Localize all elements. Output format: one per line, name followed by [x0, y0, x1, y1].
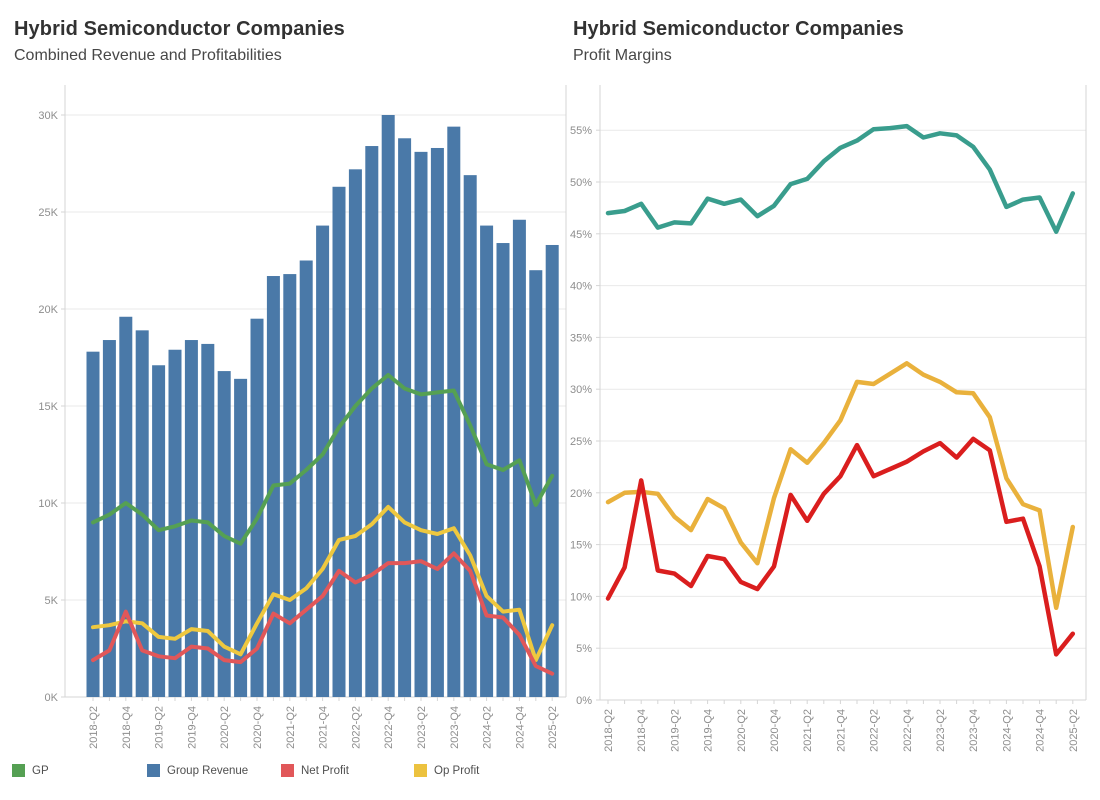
legend-swatch	[281, 764, 294, 777]
bar-group-revenue[interactable]	[414, 151, 428, 698]
bar-group-revenue[interactable]	[250, 318, 264, 697]
legend-item-net-profit[interactable]: Net Profit	[281, 764, 349, 777]
y-tick-label: 5K	[45, 595, 59, 607]
legend-label: GP	[32, 764, 49, 777]
right-chart-header: Hybrid Semiconductor Companies Profit Ma…	[573, 16, 904, 65]
y-tick-label: 40%	[570, 281, 592, 293]
y-tick-label: 25K	[38, 207, 58, 219]
x-tick-label: 2019-Q2	[669, 709, 681, 752]
legend-swatch	[147, 764, 160, 777]
y-tick-label: 10K	[38, 498, 58, 510]
x-tick-label: 2024-Q2	[482, 706, 494, 749]
bar-group-revenue[interactable]	[299, 260, 313, 698]
left-chart-title: Hybrid Semiconductor Companies	[14, 18, 345, 40]
x-tick-label: 2022-Q2	[350, 706, 362, 749]
y-tick-label: 55%	[570, 125, 592, 137]
y-tick-label: 35%	[570, 332, 592, 344]
x-tick-label: 2018-Q2	[88, 706, 100, 749]
bar-group-revenue[interactable]	[234, 378, 248, 697]
bar-group-revenue[interactable]	[398, 138, 412, 697]
bar-group-revenue[interactable]	[365, 146, 379, 698]
x-tick-label: 2021-Q2	[802, 709, 814, 752]
x-tick-label: 2024-Q4	[514, 706, 526, 749]
bar-group-revenue[interactable]	[545, 244, 559, 698]
x-tick-label: 2022-Q4	[383, 706, 395, 749]
x-tick-label: 2022-Q2	[869, 709, 881, 752]
y-tick-label: 20K	[38, 304, 58, 316]
bar-group-revenue[interactable]	[529, 270, 543, 697]
x-tick-label: 2023-Q2	[416, 706, 428, 749]
bar-group-revenue[interactable]	[119, 316, 133, 697]
x-tick-label: 2022-Q4	[902, 709, 914, 752]
bars-group-revenue[interactable]	[86, 115, 559, 698]
right-chart-plot[interactable]: 0% 5% 10% 15% 20% 25% 30% 35% 40% 45% 50% 55% 2018-Q…	[570, 85, 1087, 752]
legend-item-op-profit[interactable]: Op Profit	[414, 764, 479, 777]
x-tick-label: 2023-Q4	[968, 709, 980, 752]
y-tick-label: 15K	[38, 401, 58, 413]
y-tick-label: 30%	[570, 384, 592, 396]
x-tick-label: 2020-Q2	[736, 709, 748, 752]
chart-legend: GP Group Revenue Net Profit Op Profit	[0, 764, 700, 788]
bar-group-revenue[interactable]	[316, 225, 330, 697]
y-tick-label: 0K	[45, 692, 59, 704]
x-tick-label: 2019-Q4	[703, 709, 715, 752]
line-gp-margin[interactable]	[605, 123, 1076, 234]
bar-group-revenue[interactable]	[430, 147, 444, 698]
x-tick-label: 2023-Q4	[449, 706, 461, 749]
y-tick-label: 20%	[570, 488, 592, 500]
bar-group-revenue[interactable]	[447, 126, 461, 697]
x-tick-label: 2018-Q2	[603, 709, 615, 752]
x-tick-label: 2024-Q4	[1035, 709, 1047, 752]
legend-item-group-revenue[interactable]: Group Revenue	[147, 764, 248, 777]
x-tick-label: 2021-Q4	[318, 706, 330, 749]
legend-label: Group Revenue	[167, 764, 249, 777]
x-tick-label: 2024-Q2	[1001, 709, 1013, 752]
y-tick-label: 10%	[570, 591, 592, 603]
left-chart-subtitle: Combined Revenue and Profitabilities	[14, 47, 282, 64]
x-tick-label: 2025-Q2	[1068, 709, 1080, 752]
x-tick-label: 2019-Q4	[186, 706, 198, 749]
x-tick-label: 2020-Q4	[769, 709, 781, 752]
left-chart-header: Hybrid Semiconductor Companies Combined …	[14, 16, 345, 65]
y-tick-label: 45%	[570, 229, 592, 241]
line-net-profit[interactable]	[91, 551, 555, 676]
y-tick-label: 15%	[570, 540, 592, 552]
y-tick-label: 5%	[576, 643, 592, 655]
x-tick-label: 2019-Q2	[154, 706, 166, 749]
y-tick-label: 0%	[576, 695, 592, 707]
legend-swatch	[414, 764, 427, 777]
bar-group-revenue[interactable]	[332, 186, 346, 697]
x-tick-label: 2018-Q4	[121, 706, 133, 749]
line-op-profit-margin[interactable]	[605, 361, 1076, 611]
x-tick-label: 2025-Q2	[547, 706, 559, 749]
x-tick-label: 2020-Q2	[219, 706, 231, 749]
y-tick-label: 25%	[570, 436, 592, 448]
x-tick-label: 2021-Q4	[835, 709, 847, 752]
bar-group-revenue[interactable]	[168, 349, 182, 697]
x-tick-label: 2023-Q2	[935, 709, 947, 752]
left-chart-plot[interactable]: 0K 5K 10K 15K 20K 25K 30K 2018-Q2 2018-Q4 2019-Q2…	[38, 85, 567, 749]
x-tick-label: 2020-Q4	[252, 706, 264, 749]
bar-group-revenue[interactable]	[348, 169, 362, 697]
legend-label: Op Profit	[434, 764, 480, 777]
charts-canvas[interactable]: 0K 5K 10K 15K 20K 25K 30K 2018-Q2 2018-Q4 2019-Q2…	[0, 0, 1100, 770]
y-tick-label: 50%	[570, 177, 592, 189]
x-tick-label: 2018-Q4	[636, 709, 648, 752]
bar-group-revenue[interactable]	[102, 340, 116, 697]
y-tick-label: 30K	[38, 110, 58, 122]
legend-label: Net Profit	[301, 764, 349, 777]
legend-item-gp[interactable]: GP	[12, 764, 49, 777]
bar-group-revenue[interactable]	[381, 115, 395, 697]
right-chart-subtitle: Profit Margins	[573, 47, 672, 64]
line-op-profit[interactable]	[91, 504, 555, 663]
x-tick-label: 2021-Q2	[285, 706, 297, 749]
line-net-profit-margin[interactable]	[605, 436, 1076, 657]
right-chart-title: Hybrid Semiconductor Companies	[573, 18, 904, 40]
legend-swatch	[12, 764, 25, 777]
line-gp[interactable]	[91, 373, 555, 546]
